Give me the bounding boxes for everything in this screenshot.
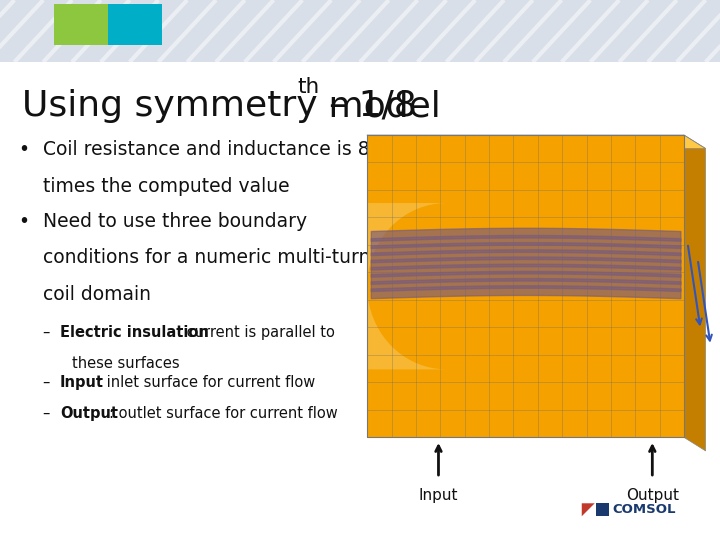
Text: these surfaces: these surfaces <box>72 356 179 372</box>
Polygon shape <box>367 203 446 369</box>
Bar <box>596 503 609 516</box>
Text: conditions for a numeric multi-turn: conditions for a numeric multi-turn <box>43 248 371 267</box>
Text: •: • <box>18 140 29 159</box>
Polygon shape <box>684 135 706 451</box>
Polygon shape <box>367 135 684 437</box>
Text: Electric insulation: Electric insulation <box>60 325 209 340</box>
Text: Input: Input <box>419 488 458 503</box>
Text: Output: Output <box>60 406 118 421</box>
Text: times the computed value: times the computed value <box>43 177 290 196</box>
Text: : inlet surface for current flow: : inlet surface for current flow <box>97 375 315 390</box>
Text: model: model <box>317 89 441 123</box>
Polygon shape <box>582 503 595 516</box>
Text: COMSOL: COMSOL <box>612 503 675 516</box>
Text: –: – <box>43 406 55 421</box>
Text: Need to use three boundary: Need to use three boundary <box>43 212 307 231</box>
Bar <box>108 4 162 45</box>
Polygon shape <box>367 135 706 148</box>
Text: th: th <box>297 77 320 97</box>
Text: –: – <box>43 325 55 340</box>
Text: Output: Output <box>626 488 679 503</box>
Bar <box>54 4 108 45</box>
Text: coil domain: coil domain <box>43 285 151 304</box>
Text: Using symmetry – 1/8: Using symmetry – 1/8 <box>22 89 416 123</box>
Text: : outlet surface for current flow: : outlet surface for current flow <box>109 406 338 421</box>
Bar <box>0 0 720 62</box>
Text: Coil resistance and inductance is 8: Coil resistance and inductance is 8 <box>43 140 370 159</box>
Text: : current is parallel to: : current is parallel to <box>177 325 335 340</box>
Text: •: • <box>18 212 29 231</box>
Text: –: – <box>43 375 55 390</box>
Text: Input: Input <box>60 375 104 390</box>
